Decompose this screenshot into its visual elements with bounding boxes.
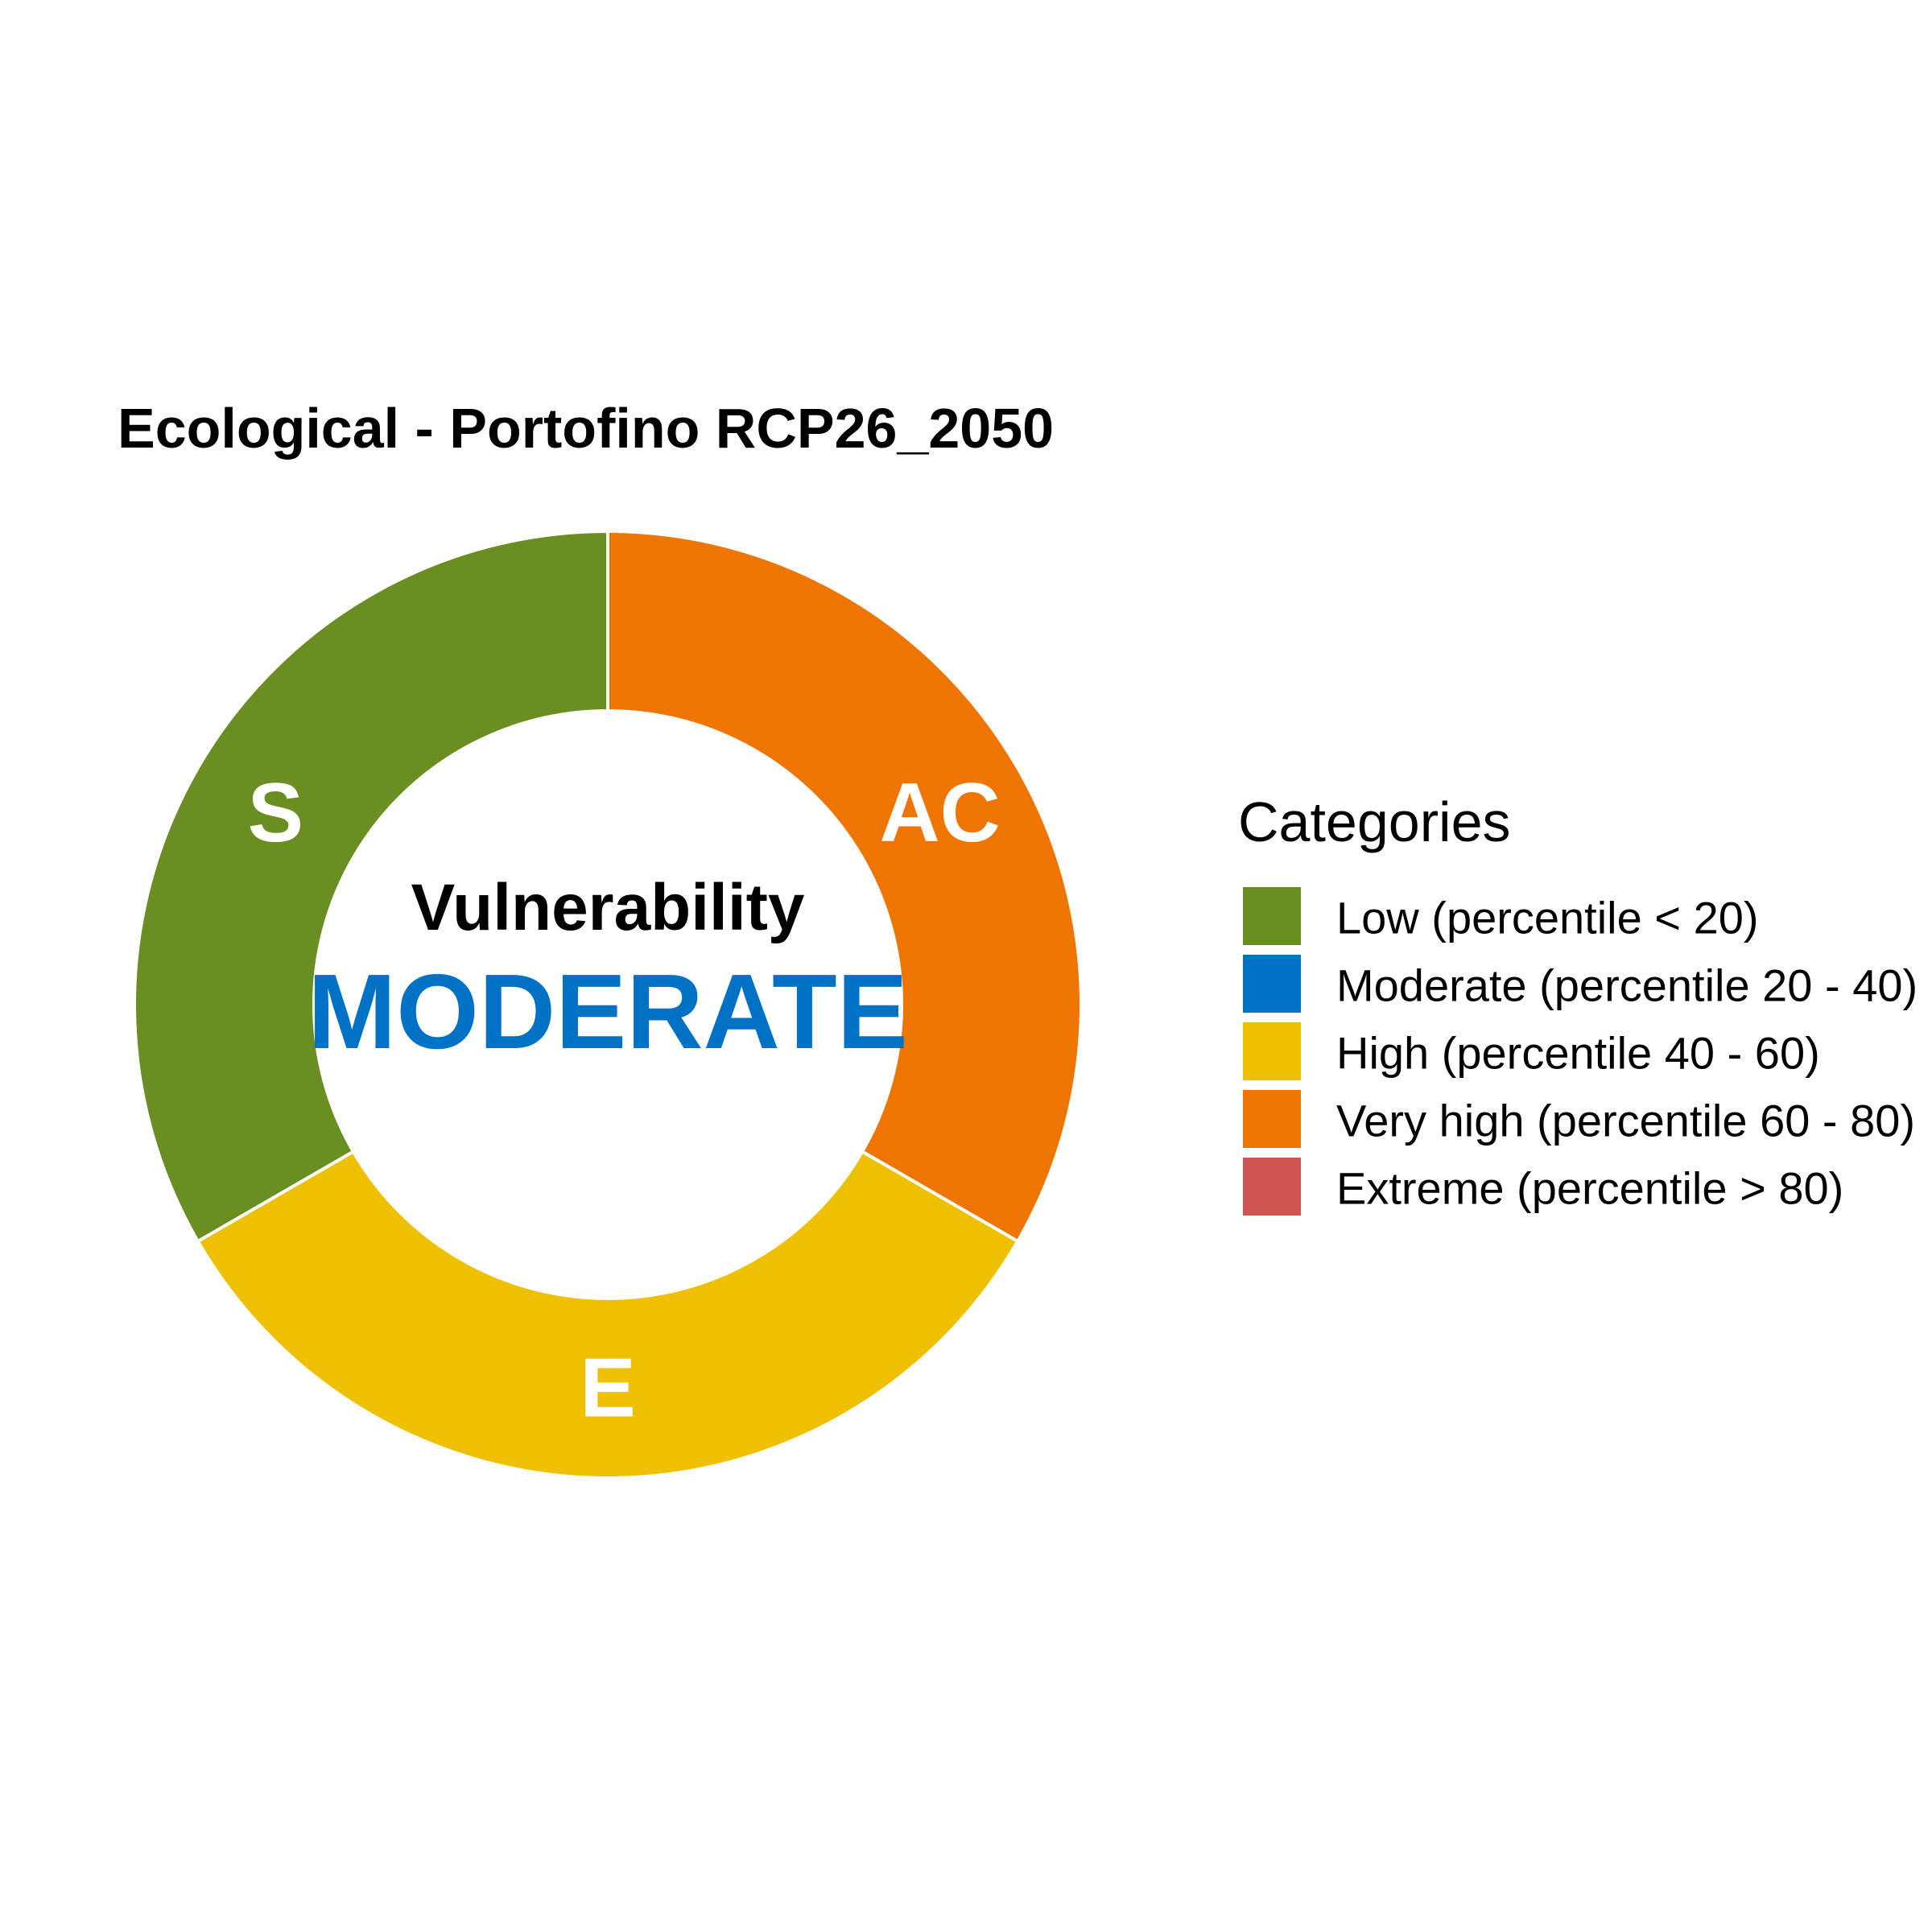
donut-slice-e [196, 1149, 1020, 1480]
legend-label: Very high (percentile 60 - 80) [1336, 1096, 1915, 1146]
slice-label-s: S [248, 766, 303, 860]
chart-title: Ecological - Portofino RCP26_2050 [118, 397, 1054, 460]
center-heading: Vulnerability [411, 871, 804, 944]
donut-slice-ac [606, 529, 1083, 1244]
legend-label: High (percentile 40 - 60) [1336, 1028, 1820, 1079]
center-vulnerability-value: MODERATE [308, 952, 908, 1071]
legend-swatch [1243, 887, 1301, 945]
legend-swatch [1243, 1090, 1301, 1148]
donut-slice-labels: AC E S [248, 766, 1001, 1435]
slice-label-e: E [580, 1342, 635, 1435]
legend-label: Extreme (percentile > 80) [1336, 1163, 1843, 1214]
legend: Low (percentile < 20) Moderate (percentil… [1243, 887, 1918, 1216]
donut-slice-s [133, 529, 609, 1244]
legend-swatch [1243, 1022, 1301, 1080]
legend-swatch [1243, 1158, 1301, 1216]
donut-slices [133, 529, 1083, 1480]
legend-label: Low (percentile < 20) [1336, 893, 1759, 943]
legend-swatch [1243, 955, 1301, 1013]
slice-label-ac: AC [880, 766, 1001, 860]
legend-title: Categories [1238, 791, 1511, 853]
legend-label: Moderate (percentile 20 - 40) [1336, 960, 1918, 1011]
